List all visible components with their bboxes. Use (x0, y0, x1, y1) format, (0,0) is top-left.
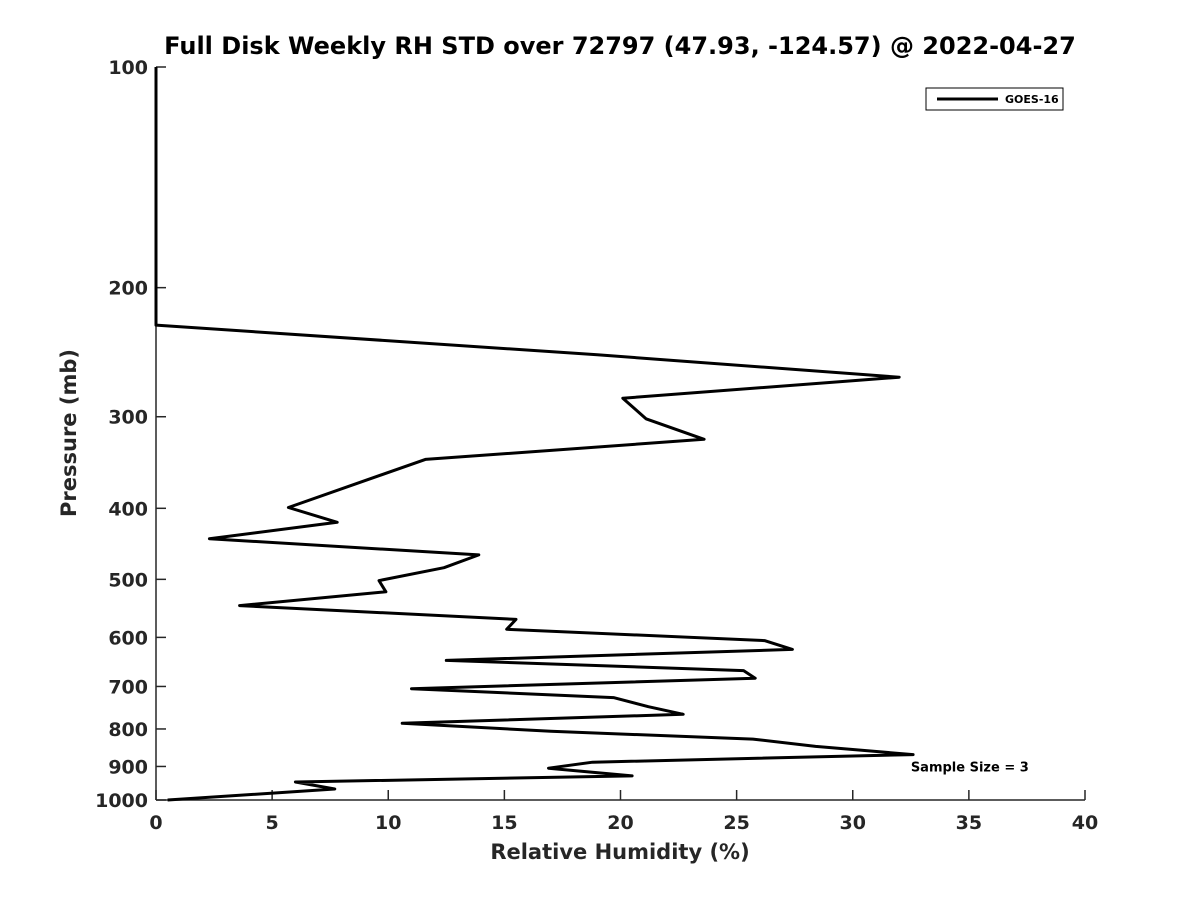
x-tick-label: 10 (375, 812, 401, 834)
legend-label: GOES-16 (1005, 93, 1059, 106)
x-tick-label: 0 (149, 812, 162, 834)
y-tick-label: 700 (108, 676, 148, 698)
y-tick-label: 1000 (95, 790, 148, 812)
y-tick-label: 100 (108, 57, 148, 79)
x-tick-label: 30 (840, 812, 866, 834)
x-axis-label: Relative Humidity (%) (490, 840, 749, 864)
legend: GOES-16 (925, 87, 1064, 111)
x-tick-label: 15 (491, 812, 517, 834)
y-tick-label: 800 (108, 719, 148, 741)
y-tick-label: 500 (108, 569, 148, 591)
sample-size-annotation: Sample Size = 3 (911, 760, 1029, 775)
y-tick-label: 600 (108, 627, 148, 649)
x-tick-label: 25 (723, 812, 749, 834)
y-tick-label: 300 (108, 407, 148, 429)
y-tick-label: 200 (108, 278, 148, 300)
y-axis-label: Pressure (mb) (57, 349, 81, 517)
x-tick-label: 5 (266, 812, 279, 834)
y-tick-label: 400 (108, 498, 148, 520)
chart-title: Full Disk Weekly RH STD over 72797 (47.9… (164, 32, 1076, 60)
x-tick-label: 35 (956, 812, 982, 834)
series-line-goes16 (154, 67, 915, 802)
axes: 0 5 10 15 20 25 30 35 40 100 200 300 400 500 600 700 800… (95, 57, 1098, 834)
x-tick-label: 20 (607, 812, 633, 834)
y-tick-label: 900 (108, 756, 148, 778)
x-tick-label: 40 (1072, 812, 1098, 834)
